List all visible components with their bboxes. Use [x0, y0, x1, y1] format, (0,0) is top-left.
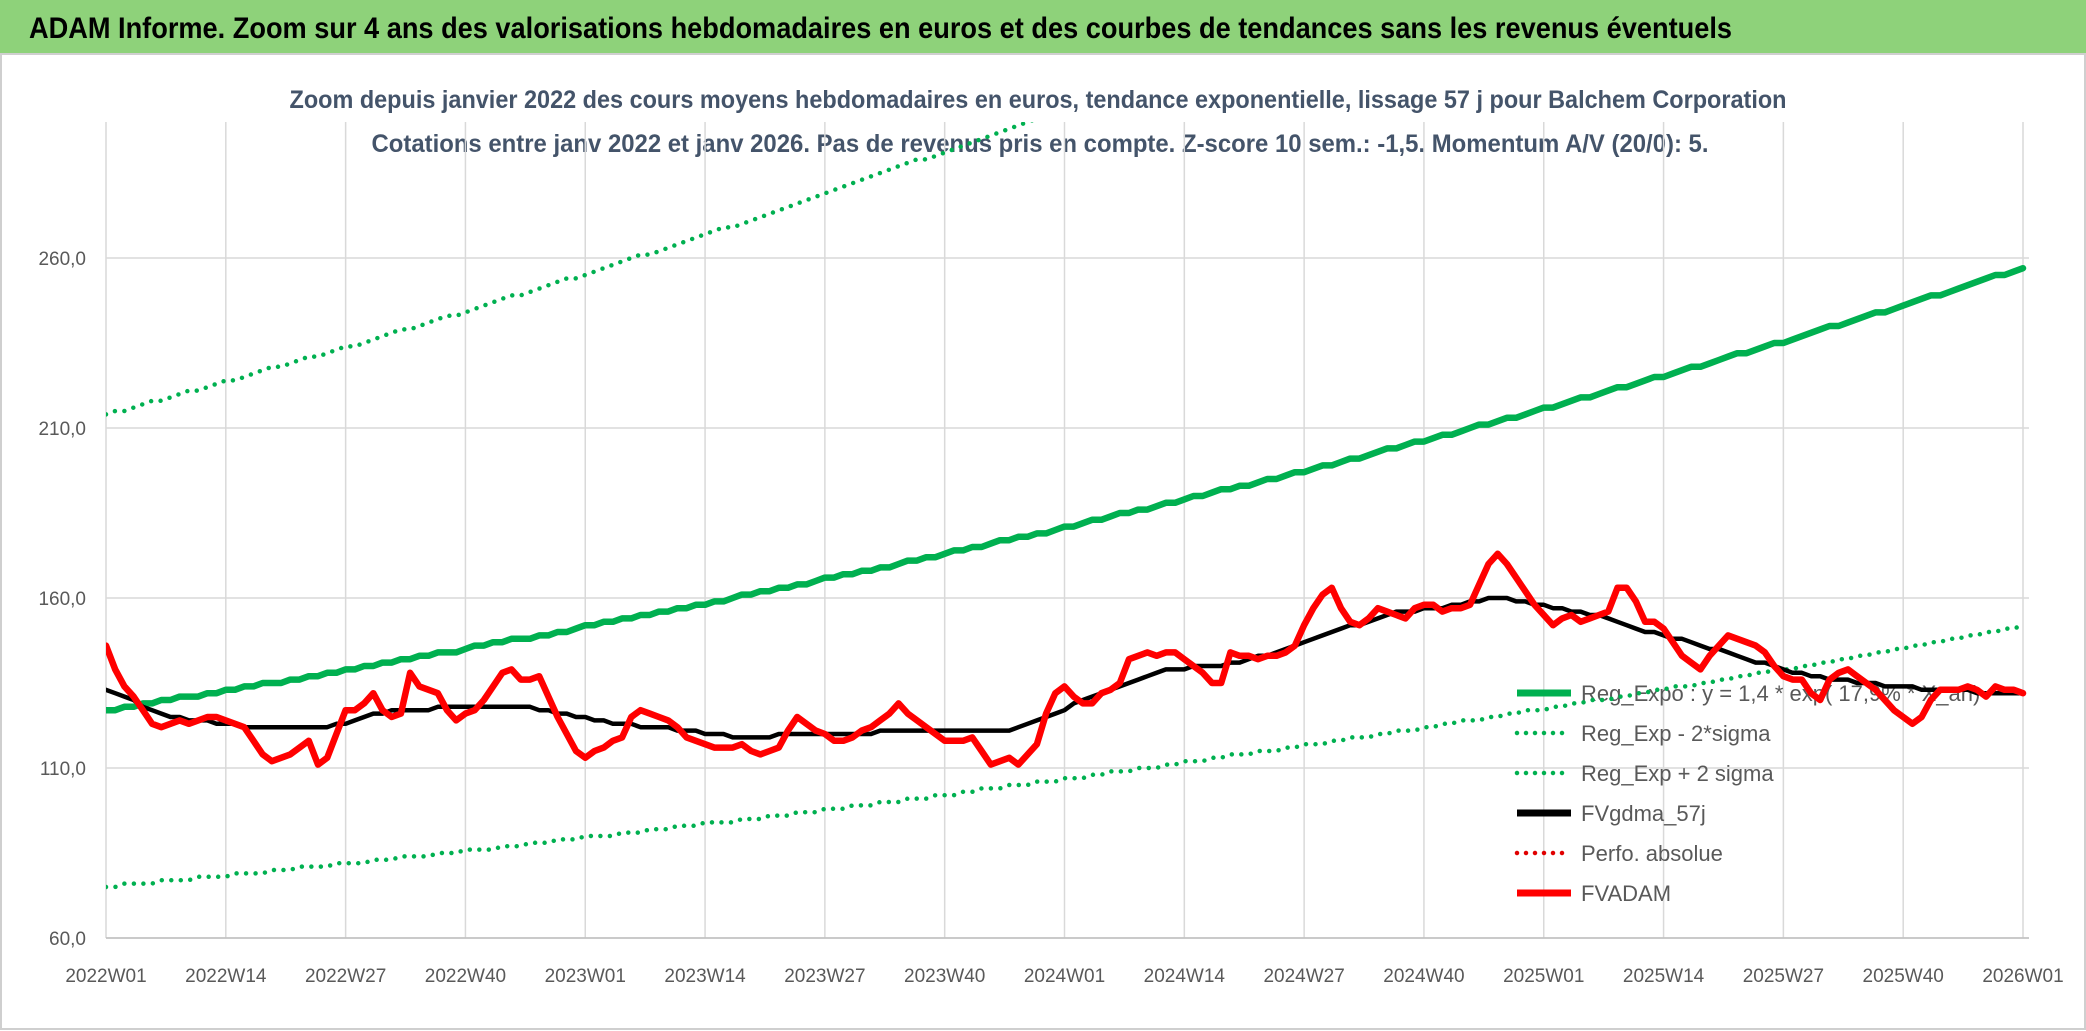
- legend-label: Reg_Exp + 2 sigma: [1581, 761, 1774, 786]
- plot-area: [106, 122, 2027, 890]
- chart-subtitle: Cotations entre janv 2022 et janv 2026. …: [372, 130, 1709, 158]
- x-tick-label: 2022W01: [65, 966, 146, 987]
- header-bar: [0, 0, 2086, 54]
- x-tick-label: 2023W01: [545, 966, 626, 987]
- legend-label: FVgdma_57j: [1581, 801, 1706, 826]
- x-tick-label: 2022W40: [425, 966, 506, 987]
- x-tick-label: 2022W14: [185, 966, 267, 987]
- y-tick-label: 260,0: [38, 249, 86, 270]
- x-tick-label: 2024W01: [1024, 966, 1105, 987]
- x-tick-label: 2024W14: [1144, 966, 1226, 987]
- chart-title: Zoom depuis janvier 2022 des cours moyen…: [290, 86, 1787, 114]
- x-tick-label: 2022W27: [305, 966, 386, 987]
- y-tick-label: 210,0: [38, 419, 86, 440]
- x-tick-label: 2026W01: [1982, 966, 2063, 987]
- x-tick-label: 2025W27: [1743, 966, 1824, 987]
- header-title: ADAM Informe. Zoom sur 4 ans des valoris…: [29, 12, 1732, 45]
- x-tick-label: 2025W14: [1623, 966, 1705, 987]
- x-tick-label: 2025W40: [1863, 966, 1944, 987]
- x-tick-label: 2024W27: [1263, 966, 1344, 987]
- y-tick-label: 60,0: [49, 929, 86, 950]
- legend-label: FVADAM: [1581, 881, 1671, 906]
- x-tick-label: 2023W14: [664, 966, 746, 987]
- legend-label: Perfo. absolue: [1581, 841, 1723, 866]
- y-tick-label: 160,0: [38, 589, 86, 610]
- x-tick-label: 2024W40: [1383, 966, 1464, 987]
- series-line: [106, 550, 2027, 768]
- series-line: [106, 595, 2026, 740]
- series-line: [106, 264, 2027, 714]
- y-tick-label: 110,0: [40, 759, 86, 780]
- x-tick-label: 2025W01: [1503, 966, 1584, 987]
- legend-label: Reg_Exp - 2*sigma: [1581, 721, 1771, 746]
- series-line: [106, 622, 2026, 890]
- chart-frame: [0, 53, 2086, 1030]
- x-tick-label: 2023W27: [784, 966, 865, 987]
- x-tick-label: 2023W40: [904, 966, 985, 987]
